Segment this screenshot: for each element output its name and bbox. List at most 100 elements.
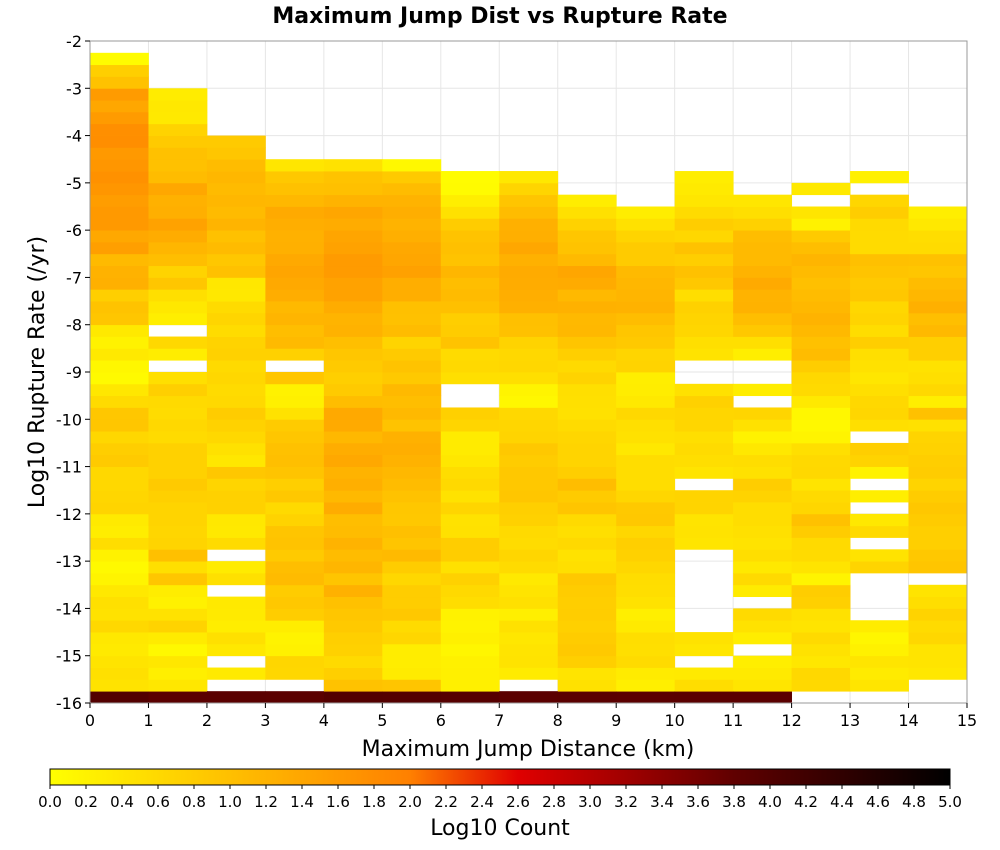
heatmap-cell: [148, 100, 208, 113]
heatmap-cell: [850, 241, 909, 255]
heatmap-cell: [323, 608, 383, 621]
heatmap-cell: [206, 537, 266, 550]
heatmap-cell: [265, 206, 325, 219]
x-tick-label: 14: [898, 711, 918, 730]
heatmap-cell: [674, 241, 734, 255]
heatmap-cell: [265, 691, 325, 704]
colorbar-tick-label: 1.2: [254, 793, 278, 811]
colorbar-tick-label: 3.8: [722, 793, 746, 811]
heatmap-cell: [733, 691, 792, 704]
heatmap-cell: [148, 383, 208, 397]
y-tick-label: -10: [56, 410, 82, 429]
heatmap-cell: [323, 679, 383, 692]
heatmap-cell: [265, 442, 325, 456]
heatmap-cell: [206, 561, 266, 574]
heatmap-cell: [733, 253, 792, 267]
heatmap-cell: [850, 549, 909, 562]
heatmap-cell: [499, 561, 559, 574]
heatmap-cell: [323, 466, 383, 479]
heatmap-cell: [557, 206, 617, 219]
heatmap-cell: [206, 442, 266, 456]
heatmap-cell: [206, 490, 266, 503]
x-tick-label: 1: [143, 711, 153, 730]
heatmap-cell: [440, 419, 500, 432]
heatmap-cell: [382, 655, 442, 668]
heatmap-cell: [791, 466, 851, 479]
heatmap-cell: [440, 348, 500, 361]
heatmap-cell: [440, 230, 500, 243]
heatmap-cell: [440, 513, 500, 527]
y-tick-label: -15: [56, 647, 82, 666]
heatmap-cell: [440, 324, 500, 337]
heatmap-cell: [733, 490, 792, 503]
heatmap-cell: [733, 679, 792, 692]
heatmap-cell: [557, 336, 617, 349]
heatmap-cell: [440, 289, 500, 302]
heatmap-cell: [850, 336, 909, 349]
heatmap-cell: [323, 655, 383, 668]
heatmap-cell: [265, 502, 325, 515]
heatmap-cell: [850, 218, 909, 231]
colorbar-tick-label: 1.8: [362, 793, 386, 811]
heatmap-cell: [791, 632, 851, 645]
heatmap-cell: [908, 561, 968, 574]
heatmap-cell: [323, 431, 383, 444]
heatmap-cell: [206, 241, 266, 255]
heatmap-cell: [206, 466, 266, 479]
heatmap-cell: [850, 525, 909, 538]
heatmap-cell: [733, 407, 792, 420]
heatmap-cell: [616, 289, 676, 302]
heatmap-cell: [382, 419, 442, 432]
colorbar-tick-label: 1.6: [326, 793, 350, 811]
heatmap-cell: [616, 561, 676, 574]
heatmap-cell: [557, 395, 617, 408]
heatmap-cell: [850, 407, 909, 420]
heatmap-cell: [148, 407, 208, 420]
heatmap-cell: [733, 442, 792, 456]
heatmap-cell: [733, 537, 792, 550]
heatmap-cell: [323, 159, 383, 172]
heatmap-cell: [323, 632, 383, 645]
heatmap-cell: [206, 360, 266, 373]
heatmap-cell: [440, 667, 500, 680]
heatmap-cell: [90, 478, 149, 491]
heatmap-cell: [791, 360, 851, 373]
heatmap-cell: [206, 182, 266, 196]
heatmap-cell: [206, 159, 266, 172]
heatmap-cell: [382, 301, 442, 314]
heatmap-cell: [323, 171, 383, 184]
heatmap-cell: [382, 159, 442, 172]
heatmap-cell: [908, 218, 968, 231]
heatmap-cell: [440, 691, 500, 704]
heatmap-cell: [850, 632, 909, 645]
heatmap-cell: [382, 620, 442, 633]
heatmap-cell: [323, 348, 383, 361]
heatmap-cell: [791, 596, 851, 609]
colorbar-tick-label: 2.6: [506, 793, 530, 811]
heatmap-cell: [733, 466, 792, 479]
heatmap-cell: [206, 525, 266, 538]
heatmap-cell: [206, 206, 266, 219]
heatmap-cell: [323, 360, 383, 373]
heatmap-cell: [206, 147, 266, 160]
heatmap-cell: [206, 419, 266, 432]
heatmap-cell: [499, 419, 559, 432]
heatmap-cell: [557, 442, 617, 456]
heatmap-cell: [499, 525, 559, 538]
heatmap-cell: [90, 265, 149, 278]
heatmap-cell: [206, 171, 266, 184]
heatmap-cell: [148, 667, 208, 680]
heatmap-cell: [674, 336, 734, 349]
heatmap-cell: [791, 561, 851, 574]
x-tick-label: 9: [611, 711, 621, 730]
heatmap-cell: [616, 454, 676, 467]
heatmap-cell: [323, 478, 383, 491]
heatmap-cell: [674, 679, 734, 692]
heatmap-cell: [90, 147, 149, 160]
heatmap-cell: [206, 230, 266, 243]
y-tick-label: -11: [56, 458, 82, 477]
heatmap-cell: [674, 324, 734, 337]
heatmap-cell: [440, 584, 500, 598]
heatmap-cell: [616, 383, 676, 397]
heatmap-cell: [557, 643, 617, 657]
